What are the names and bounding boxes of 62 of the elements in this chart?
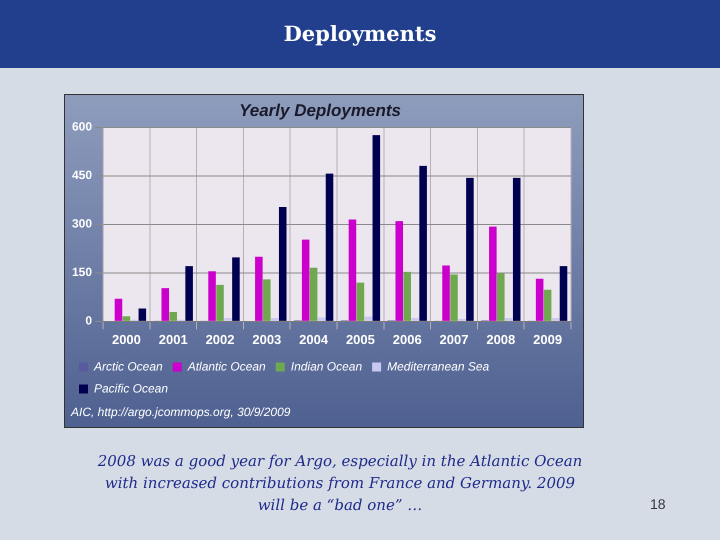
bar <box>169 312 177 321</box>
bar <box>466 178 474 321</box>
bar <box>442 265 450 321</box>
bar <box>232 257 240 321</box>
text: 18 <box>650 496 666 512</box>
bar <box>278 206 287 321</box>
x-tick-label: 2007 <box>440 332 468 347</box>
x-tick-label: 2000 <box>112 332 141 347</box>
text: 2008 was a good year for Argo, especially in the Atlantic Ocean with increased contributions from France and Germany. 2009 will be a “bad one” … <box>96 451 584 516</box>
x-tick-label: 2004 <box>299 332 329 347</box>
bar <box>185 266 193 321</box>
bar <box>114 298 122 321</box>
bar <box>403 272 411 321</box>
bar <box>356 282 364 321</box>
bar <box>364 316 372 321</box>
bar <box>395 221 404 321</box>
y-tick-label: 300 <box>72 216 92 231</box>
bar <box>318 318 326 321</box>
bar <box>489 226 497 321</box>
chart-subtitle: Yearly Deployments <box>239 100 401 120</box>
bar <box>411 318 419 321</box>
bar <box>497 274 505 321</box>
bar <box>560 266 568 321</box>
chart-title: Deployments <box>0 0 720 68</box>
bar <box>552 318 560 321</box>
x-tick-label: 2003 <box>252 332 282 347</box>
bar <box>224 318 232 321</box>
bar <box>512 178 520 321</box>
bar <box>310 268 318 321</box>
x-tick-label: 2008 <box>486 332 516 347</box>
y-tick-label: 0 <box>85 314 92 328</box>
bar <box>536 278 544 321</box>
bar <box>263 279 271 321</box>
x-tick-label: 2009 <box>533 332 562 347</box>
legend-label: Atlantic Ocean <box>186 359 266 374</box>
x-tick-label: 2002 <box>206 332 234 347</box>
x-tick-label: 2005 <box>346 332 375 347</box>
bar <box>326 174 334 321</box>
legend-label: Mediterranean Sea <box>387 359 490 374</box>
bar <box>208 271 216 321</box>
y-tick-label: 450 <box>72 168 92 182</box>
bar <box>372 135 380 321</box>
x-tick-label: 2001 <box>158 332 188 347</box>
bar <box>544 290 552 321</box>
bar <box>161 288 170 321</box>
bar <box>348 220 356 321</box>
bar <box>216 284 224 321</box>
bar <box>138 308 146 321</box>
y-tick-label: 150 <box>72 265 92 280</box>
y-tick-label: 600 <box>72 120 92 134</box>
x-tick-label: 2006 <box>392 332 422 347</box>
bar <box>302 240 310 321</box>
bar <box>504 318 513 321</box>
legend-label: Arctic Ocean <box>93 359 164 374</box>
legend-label: Pacific Ocean <box>94 381 168 396</box>
bar <box>270 318 279 321</box>
bar <box>450 274 458 321</box>
legend-label: Indian Ocean <box>290 359 362 374</box>
bar <box>255 256 263 321</box>
bar <box>122 316 130 321</box>
text: AIC, http://argo.jcommops.org, 30/9/2009 <box>70 405 292 419</box>
bar <box>419 166 427 321</box>
